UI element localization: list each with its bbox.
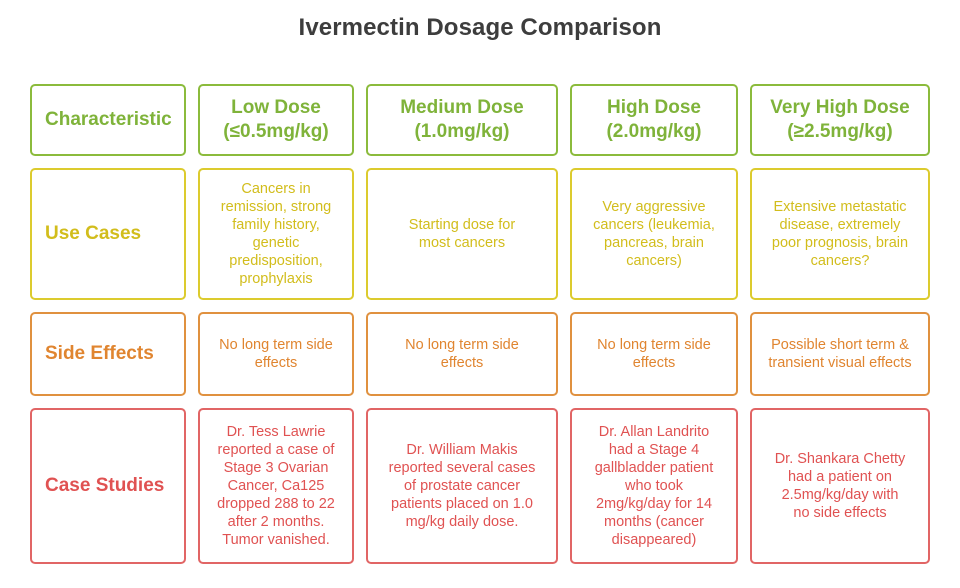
side-effects-very-high-dose: Possible short term & transient visual e…: [750, 312, 930, 396]
header-text: High Dose (2.0mg/kg): [606, 97, 702, 142]
cell-text: No long term side effects: [219, 337, 333, 371]
side-effects-high-dose: No long term side effects: [570, 312, 738, 396]
header-text: Low Dose (≤0.5mg/kg): [223, 97, 329, 142]
case-studies-medium-dose: Dr. William Makis reported several cases…: [366, 408, 558, 564]
cell-text: Dr. Tess Lawrie reported a case of Stage…: [217, 424, 335, 548]
diagram-title: Ivermectin Dosage Comparison: [298, 14, 662, 41]
cell-text: No long term side effects: [405, 337, 519, 371]
cell-text: No long term side effects: [597, 337, 711, 371]
row-label-text: Case Studies: [45, 475, 165, 496]
case-studies-very-high-dose: Dr. Shankara Chetty had a patient on 2.5…: [750, 408, 930, 564]
use-cases-medium-dose: Starting dose for most cancers: [366, 168, 558, 300]
cell-text: Starting dose for most cancers: [408, 217, 516, 251]
header-text: Very High Dose (≥2.5mg/kg): [770, 97, 910, 142]
cell-text: Possible short term & transient visual e…: [768, 337, 912, 371]
cell-text: Very aggressive cancers (leukemia, pancr…: [593, 199, 715, 269]
cell-text: Cancers in remission, strong family hist…: [220, 181, 332, 287]
case-studies-high-dose: Dr. Allan Landrito had a Stage 4 gallbla…: [570, 408, 738, 564]
row-label-side-effects: Side Effects: [30, 312, 186, 396]
header-text: Medium Dose (1.0mg/kg): [400, 97, 524, 142]
use-cases-very-high-dose: Extensive metastatic disease, extremely …: [750, 168, 930, 300]
cell-text: Dr. William Makis reported several cases…: [388, 442, 536, 530]
header-cell-medium-dose: Medium Dose (1.0mg/kg): [366, 84, 558, 156]
use-cases-high-dose: Very aggressive cancers (leukemia, pancr…: [570, 168, 738, 300]
case-studies-low-dose: Dr. Tess Lawrie reported a case of Stage…: [198, 408, 354, 564]
header-cell-very-high-dose: Very High Dose (≥2.5mg/kg): [750, 84, 930, 156]
row-label-text: Use Cases: [45, 223, 142, 244]
cell-text: Dr. Shankara Chetty had a patient on 2.5…: [774, 451, 906, 521]
row-label-use-cases: Use Cases: [30, 168, 186, 300]
use-cases-low-dose: Cancers in remission, strong family hist…: [198, 168, 354, 300]
side-effects-medium-dose: No long term side effects: [366, 312, 558, 396]
side-effects-low-dose: No long term side effects: [198, 312, 354, 396]
header-cell-low-dose: Low Dose (≤0.5mg/kg): [198, 84, 354, 156]
cell-text: Extensive metastatic disease, extremely …: [771, 199, 909, 269]
row-label-text: Side Effects: [45, 343, 154, 364]
cell-text: Dr. Allan Landrito had a Stage 4 gallbla…: [594, 424, 714, 548]
row-label-case-studies: Case Studies: [30, 408, 186, 564]
header-cell-high-dose: High Dose (2.0mg/kg): [570, 84, 738, 156]
header-label-cell: Characteristic: [30, 84, 186, 156]
header-label-text: Characteristic: [45, 109, 172, 130]
